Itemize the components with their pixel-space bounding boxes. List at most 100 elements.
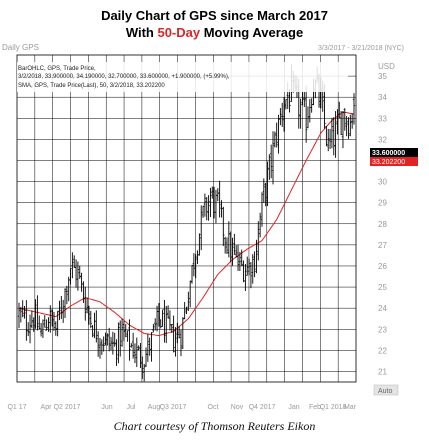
ohlc-bar (253, 251, 256, 278)
ohlc-bar (84, 286, 87, 321)
ohlc-bar (139, 342, 142, 368)
ohlc-bar (231, 237, 234, 266)
ohlc-bar (299, 98, 302, 129)
ohlc-bar (325, 125, 328, 147)
ohlc-bar (306, 106, 310, 129)
y-tick-label: 28 (378, 220, 387, 229)
ohlc-bar (107, 327, 111, 352)
ohlc-bar (328, 128, 332, 149)
ohlc-bar (268, 154, 271, 180)
price-tag: 33.600000 (370, 148, 418, 157)
ohlc-bar (196, 250, 199, 264)
ohlc-bar (350, 113, 354, 129)
ohlc-bar (43, 315, 46, 328)
ohlc-bar (218, 180, 221, 218)
ohlc-bar (334, 111, 337, 158)
ohlc-bar (240, 249, 243, 267)
ohlc-bar (165, 305, 168, 344)
ohlc-bar (194, 254, 197, 279)
ohlc-bar (124, 324, 127, 338)
legend-ohlc-line1: BarOHLC, GPS, Trade Price, (18, 66, 96, 72)
auto-label: Auto (378, 388, 393, 395)
ohlc-bar (122, 320, 126, 341)
ohlc-bar (144, 347, 148, 368)
ohlc-bar (177, 325, 181, 339)
ohlc-bar (187, 291, 190, 311)
ohlc-bar (141, 356, 144, 379)
ohlc-bar (120, 318, 124, 347)
ohlc-bar (190, 264, 194, 284)
ohlc-bar (203, 193, 207, 217)
ohlc-bar (284, 98, 288, 110)
ohlc-bar (161, 309, 164, 327)
x-axis: Q1 17 Apr Q2 2017 Jun Jul Aug Q3 2017 Oct Nov Q4 … (7, 404, 356, 411)
x-tick-label: Q2 2017 (54, 404, 81, 411)
ohlc-bar (56, 310, 59, 337)
y-tick-label: 25 (378, 283, 387, 292)
ohlc-bar (38, 315, 41, 330)
ohlc-bar (49, 305, 52, 333)
y-tick-label: 29 (378, 199, 387, 208)
ohlc-bar (349, 114, 352, 137)
ohlc-bar (78, 265, 81, 279)
ohlc-bar (255, 239, 258, 274)
ohlc-bar (282, 97, 286, 132)
ohlc-bar (148, 337, 151, 356)
x-tick-label: Oct (208, 404, 219, 411)
ohlc-bar (223, 236, 227, 254)
ohlc-bar (209, 187, 212, 218)
ohlc-bar (76, 261, 80, 291)
plot-frame (16, 54, 357, 383)
x-tick-label: Q3 2017 (160, 404, 187, 411)
ohlc-bar (275, 122, 278, 148)
ohlc-bar (30, 310, 34, 329)
legend-sma-line: SMA, GPS, Trade Price(Last), 50, 3/2/201… (18, 83, 165, 89)
ohlc-bar (281, 102, 284, 127)
x-tick-label: Nov (231, 404, 244, 411)
ohlc-bar (327, 128, 330, 152)
ohlc-bar (301, 91, 304, 106)
ohlc-bar (131, 332, 135, 359)
auto-badge[interactable]: Auto (373, 384, 399, 396)
ohlc-bar (347, 117, 350, 139)
ohlc-bar (34, 299, 37, 329)
ohlc-bar (251, 254, 254, 284)
ohlc-bar (200, 205, 203, 251)
ohlc-bar (345, 116, 348, 137)
ohlc-bar (236, 244, 240, 271)
subtitle-prefix: With (125, 25, 158, 40)
ohlc-bar (277, 114, 280, 154)
ohlc-bar (262, 178, 266, 203)
ohlc-bar (133, 343, 137, 364)
x-tick-label: Apr (41, 404, 53, 411)
ohlc-bar (126, 330, 129, 342)
ohlc-bar (207, 195, 210, 221)
ohlc-bar (234, 245, 238, 258)
y-tick-label: 33 (378, 114, 387, 123)
ohlc-bar (179, 329, 183, 357)
ohlc-bar (69, 268, 72, 285)
ohlc-bar (266, 161, 269, 207)
grid (16, 54, 357, 383)
ohlc-bar (154, 318, 157, 331)
auto-badge-background[interactable] (373, 384, 399, 396)
price-chart[interactable]: Daily GPS 3/3/2017 - 3/21/2018 (NYC) USD… (0, 40, 429, 415)
y-tick-label: 24 (378, 304, 387, 313)
ohlc-bar (181, 317, 185, 349)
ohlc-bar (95, 310, 98, 343)
x-tick-label: Jun (101, 404, 112, 411)
ohlc-bar (41, 319, 45, 338)
sma-tag: 33.202200 (370, 157, 418, 166)
ohlc-bar (63, 288, 67, 318)
ohlc-bar (61, 299, 65, 323)
ohlc-bar (198, 233, 201, 256)
x-tick-label: Aug (148, 404, 161, 411)
ohlc-bar (176, 322, 179, 344)
header-right: 3/3/2017 - 3/21/2018 (NYC) (318, 45, 404, 52)
ohlc-bar (332, 117, 335, 156)
x-tick-label: Q1 17 (7, 404, 26, 411)
legend-ohlc-line2: 3/2/2018, 33.900000, 34.190000, 32.70000… (18, 74, 230, 80)
x-tick-label: Jan (288, 404, 299, 411)
price-tag-text: 33.600000 (372, 150, 405, 157)
price-tag-background (370, 148, 418, 157)
